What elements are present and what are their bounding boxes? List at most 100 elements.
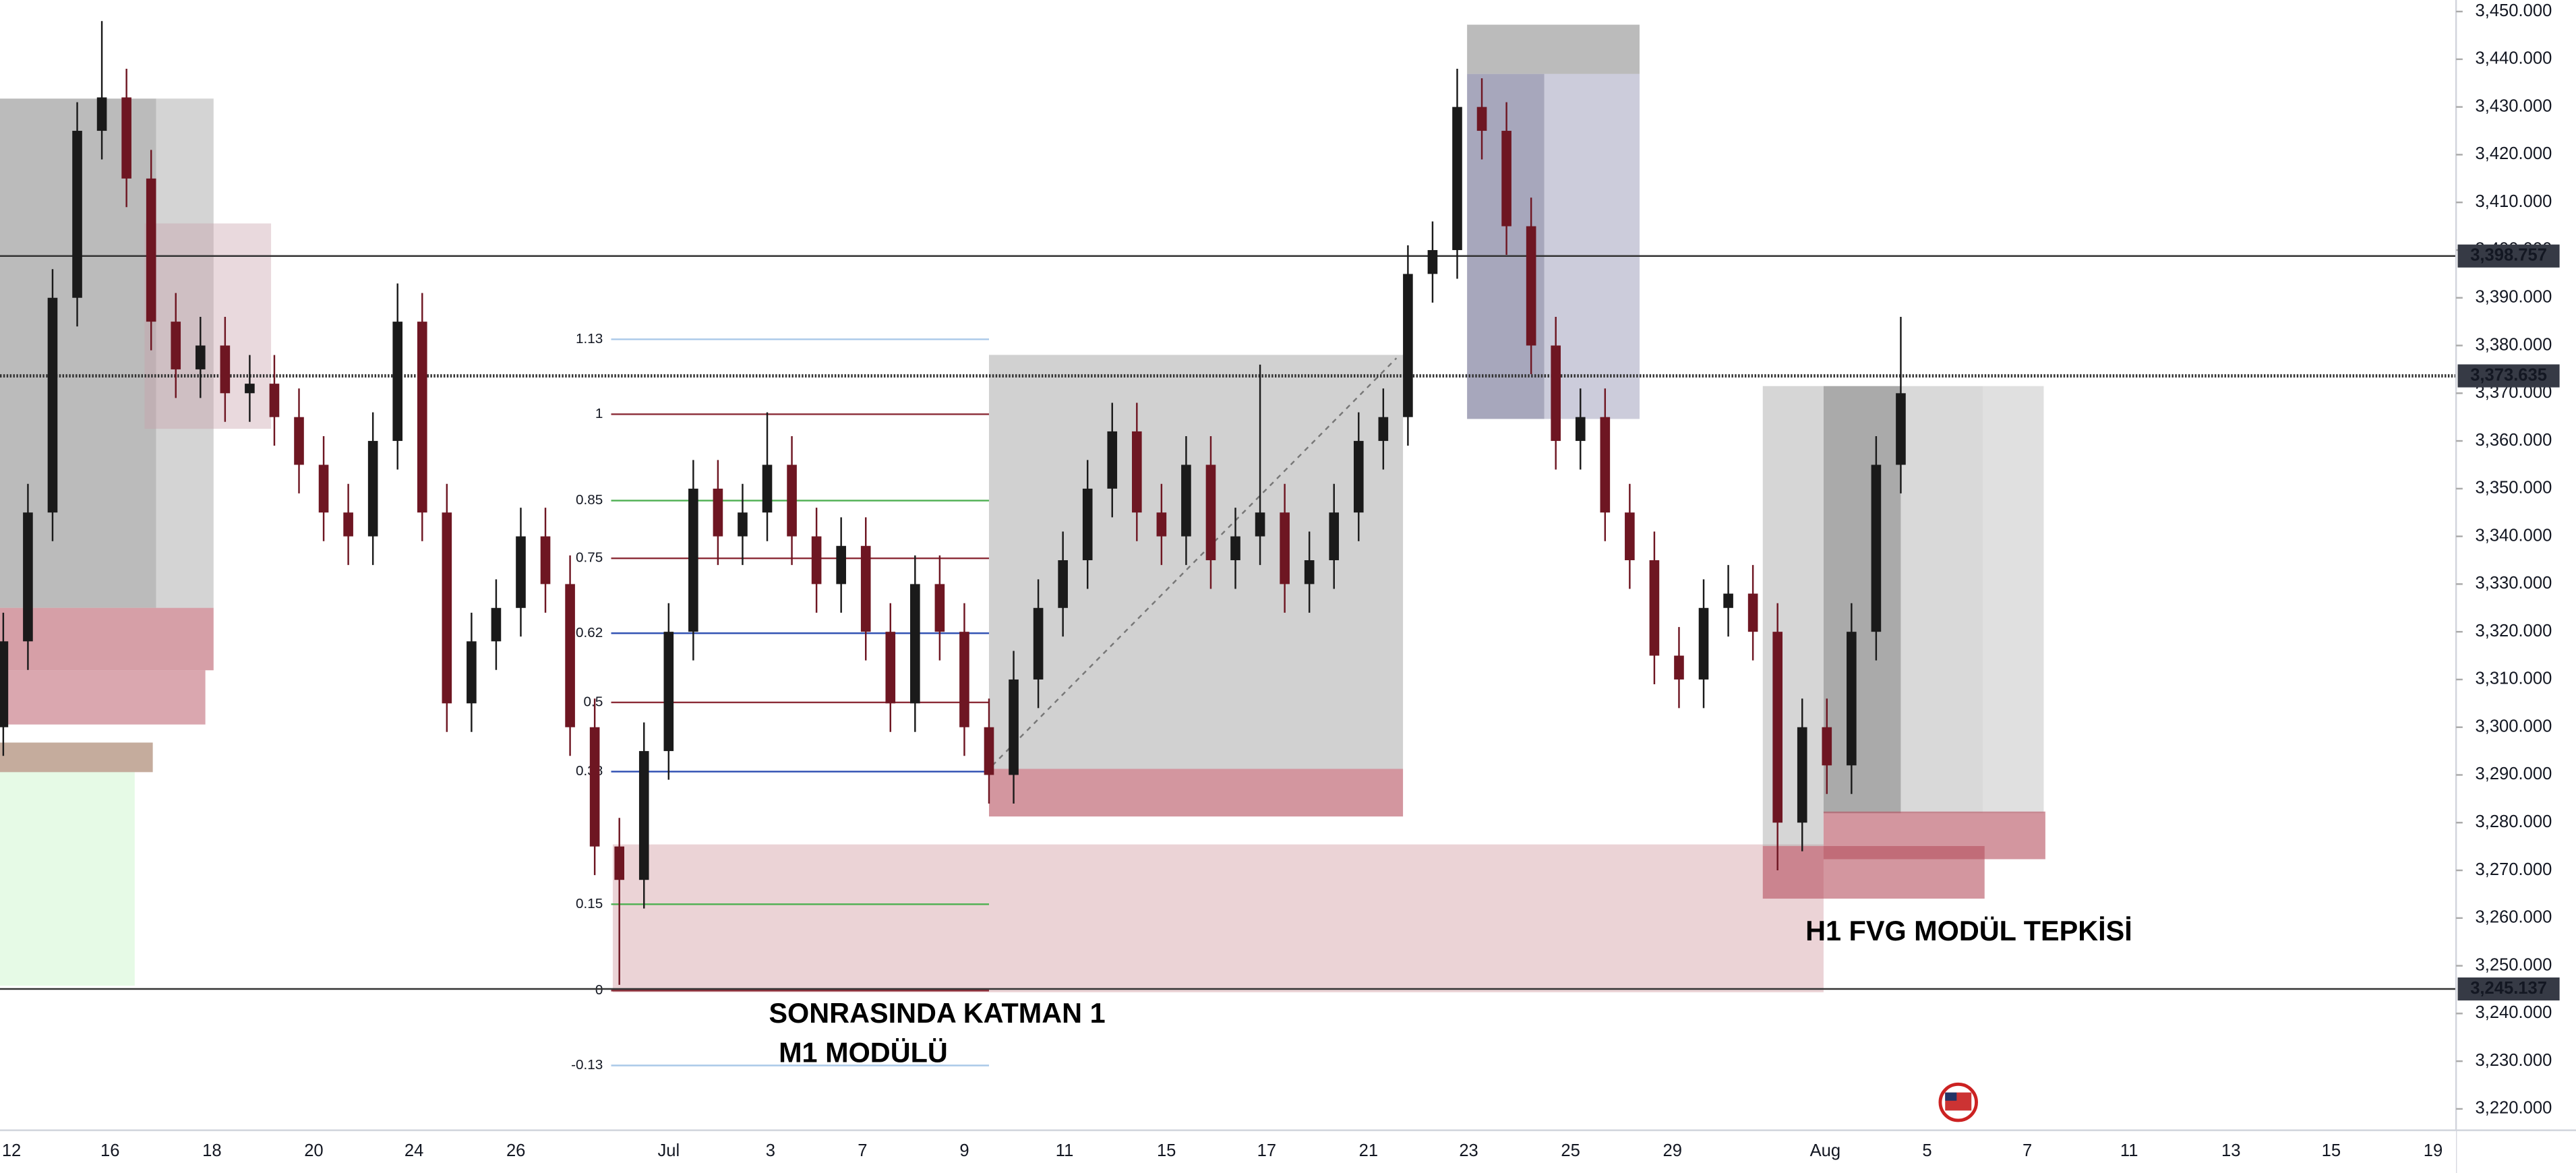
x-tick-label: 3 (766, 1141, 775, 1160)
candle-body (934, 584, 945, 632)
zone (1467, 24, 1640, 74)
zone (1823, 811, 2045, 860)
x-tick-label: Jul (657, 1141, 680, 1160)
fib-label: 0.85 (576, 492, 603, 508)
y-tick-label: 3,430.000 (2476, 96, 2552, 115)
candle-body (1871, 464, 1882, 632)
x-tick-label: 26 (506, 1141, 525, 1160)
candle-body (638, 751, 649, 880)
candle-body (1698, 607, 1709, 680)
zone (0, 607, 214, 671)
candle-body (47, 297, 58, 513)
fib-label: 0.15 (576, 896, 603, 911)
x-tick-label: 18 (202, 1141, 221, 1160)
price-tag (2457, 977, 2560, 1001)
candle-body (885, 632, 896, 704)
candle-body (836, 545, 846, 584)
annotation: SONRASINDA KATMAN 1 (769, 998, 1105, 1029)
fib-label: 0.5 (584, 694, 603, 709)
fib-label: 0 (595, 982, 603, 998)
y-tick-label: 3,300.000 (2476, 717, 2552, 735)
y-tick-label: 3,290.000 (2476, 764, 2552, 783)
x-tick-label: 16 (100, 1141, 119, 1160)
candle-body (1723, 593, 1733, 608)
candle-body (1625, 512, 1635, 561)
zone (1983, 386, 2044, 814)
candle-body (96, 97, 107, 131)
y-tick-label: 3,390.000 (2476, 287, 2552, 306)
candle-body (1526, 226, 1536, 346)
candle-body (811, 536, 822, 584)
candle-body (72, 131, 82, 298)
candle-body (245, 384, 255, 394)
y-tick-label: 3,450.000 (2476, 1, 2552, 20)
x-tick-label: 24 (405, 1141, 423, 1160)
price-tag (2457, 364, 2560, 388)
candle-body (1896, 393, 1906, 465)
candle-body (688, 488, 698, 632)
x-tick-label: 13 (2221, 1141, 2240, 1160)
event-icon (1938, 1082, 1978, 1122)
zone (988, 769, 1404, 817)
x-tick-label: 11 (1056, 1141, 1074, 1160)
x-tick-label: 11 (2120, 1141, 2138, 1160)
price-tag (2457, 244, 2560, 268)
zone (0, 772, 135, 986)
zone (1823, 386, 1901, 814)
candle-body (392, 322, 403, 442)
candle-body (1205, 464, 1216, 561)
candle-body (1797, 727, 1807, 823)
candle-body (1476, 107, 1487, 131)
candle-body (984, 727, 994, 775)
x-tick-label: 9 (959, 1141, 969, 1160)
candle-body (195, 345, 206, 369)
candle-body (1452, 107, 1462, 250)
candle-body (1082, 488, 1093, 561)
zone (0, 742, 153, 773)
zone (0, 670, 206, 725)
annotation: H1 FVG MODÜL TEPKİSİ (1805, 915, 2132, 946)
y-tick-label: 3,330.000 (2476, 574, 2552, 593)
fib-label: -0.13 (571, 1057, 603, 1073)
time-axis (0, 1130, 2457, 1173)
candle-body (171, 322, 181, 369)
candle-body (762, 464, 773, 513)
fib-label: 1.13 (576, 331, 603, 347)
candle-body (910, 584, 920, 704)
candle-body (0, 641, 9, 727)
candle-body (860, 545, 871, 632)
x-tick-label: 20 (304, 1141, 323, 1160)
candle-body (220, 345, 231, 394)
candle-body (565, 584, 575, 727)
candle-body (959, 632, 969, 727)
candle-body (1427, 249, 1438, 274)
y-tick-label: 3,360.000 (2476, 431, 2552, 450)
candle-body (663, 632, 674, 752)
candle-body (1772, 632, 1783, 823)
candle-body (614, 846, 625, 880)
candle-body (1329, 512, 1340, 561)
y-tick-label: 3,260.000 (2476, 908, 2552, 927)
y-tick-label: 3,250.000 (2476, 955, 2552, 974)
fib-label: 0.75 (576, 550, 603, 566)
y-tick-label: 3,340.000 (2476, 526, 2552, 545)
y-tick-label: 3,240.000 (2476, 1003, 2552, 1022)
zone (144, 223, 272, 429)
candle-body (1649, 560, 1660, 656)
x-tick-label: 21 (1359, 1141, 1378, 1160)
x-tick-label: Aug (1810, 1141, 1841, 1160)
candle-body (491, 607, 502, 642)
y-tick-label: 3,350.000 (2476, 479, 2552, 498)
candle-body (1551, 345, 1561, 442)
candle-body (294, 417, 304, 465)
y-tick-label: 3,420.000 (2476, 144, 2552, 163)
x-tick-label: 29 (1663, 1141, 1681, 1160)
fib-label: 0.62 (576, 625, 603, 640)
candle-body (787, 464, 797, 537)
candle-body (1033, 607, 1044, 680)
candle-body (1181, 464, 1191, 537)
candle-body (121, 97, 131, 179)
y-tick-label: 3,230.000 (2476, 1051, 2552, 1070)
candle-body (516, 536, 526, 608)
